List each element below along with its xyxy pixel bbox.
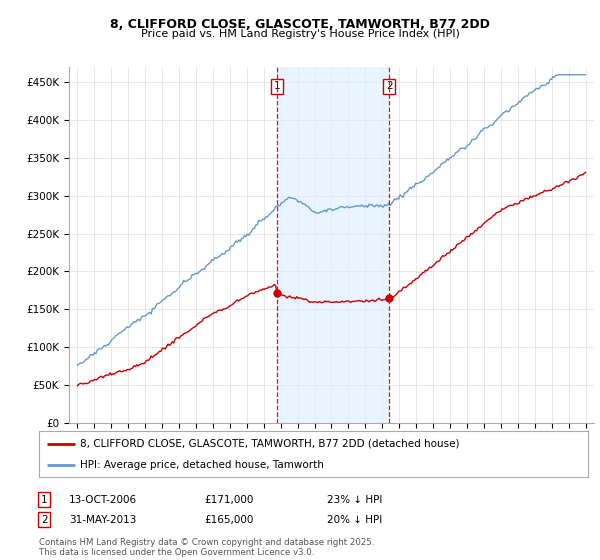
Text: 1: 1 (274, 81, 280, 91)
Text: £165,000: £165,000 (204, 515, 253, 525)
Text: 23% ↓ HPI: 23% ↓ HPI (327, 494, 382, 505)
Text: £171,000: £171,000 (204, 494, 253, 505)
Text: 13-OCT-2006: 13-OCT-2006 (69, 494, 137, 505)
Text: 2: 2 (41, 515, 47, 525)
Text: 2: 2 (386, 81, 392, 91)
Text: Contains HM Land Registry data © Crown copyright and database right 2025.
This d: Contains HM Land Registry data © Crown c… (39, 538, 374, 557)
Text: 8, CLIFFORD CLOSE, GLASCOTE, TAMWORTH, B77 2DD (detached house): 8, CLIFFORD CLOSE, GLASCOTE, TAMWORTH, B… (80, 438, 460, 449)
Text: HPI: Average price, detached house, Tamworth: HPI: Average price, detached house, Tamw… (80, 460, 324, 470)
Text: 31-MAY-2013: 31-MAY-2013 (69, 515, 136, 525)
Text: Price paid vs. HM Land Registry's House Price Index (HPI): Price paid vs. HM Land Registry's House … (140, 29, 460, 39)
Text: 1: 1 (41, 494, 47, 505)
Text: 20% ↓ HPI: 20% ↓ HPI (327, 515, 382, 525)
Text: 8, CLIFFORD CLOSE, GLASCOTE, TAMWORTH, B77 2DD: 8, CLIFFORD CLOSE, GLASCOTE, TAMWORTH, B… (110, 18, 490, 31)
